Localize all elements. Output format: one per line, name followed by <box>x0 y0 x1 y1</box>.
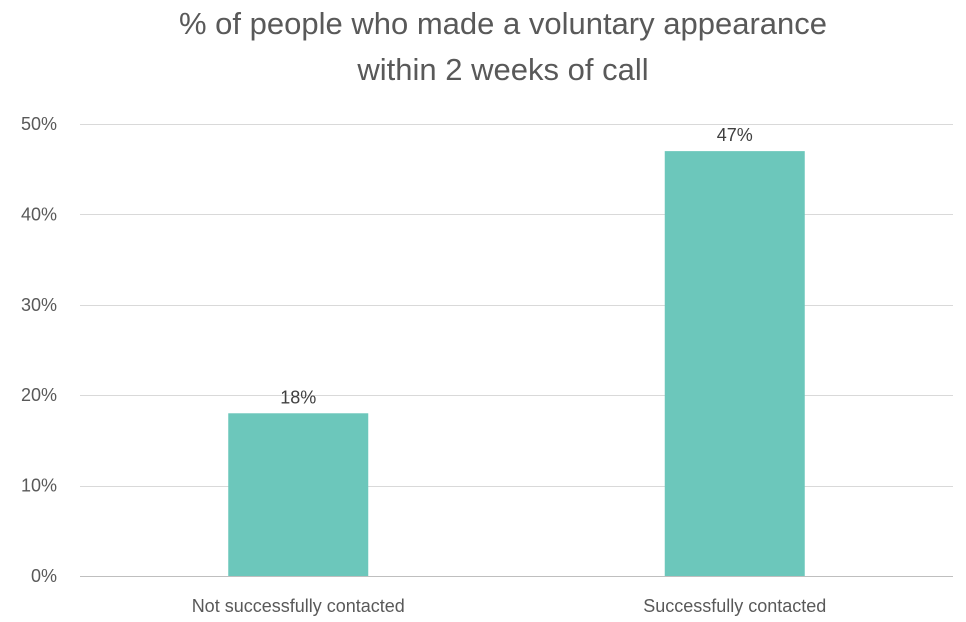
y-tick-label: 50% <box>21 114 57 134</box>
chart-title-line-1: % of people who made a voluntary appeara… <box>179 6 827 41</box>
x-tick-label: Not successfully contacted <box>192 596 405 616</box>
bar <box>664 151 805 576</box>
bar <box>228 413 369 576</box>
chart-title: % of people who made a voluntary appeara… <box>179 6 827 87</box>
y-tick-label: 30% <box>21 295 57 315</box>
x-axis-tick-labels: Not successfully contacted Successfully c… <box>192 596 827 616</box>
y-tick-label: 20% <box>21 385 57 405</box>
bar-value-label: 47% <box>717 125 753 145</box>
data-labels: 18% 47% <box>280 125 753 407</box>
x-tick-label: Successfully contacted <box>643 596 826 616</box>
bars <box>228 151 805 576</box>
gridlines <box>80 124 953 577</box>
y-tick-label: 10% <box>21 476 57 496</box>
y-tick-label: 0% <box>31 566 57 586</box>
y-tick-label: 40% <box>21 204 57 224</box>
bar-value-label: 18% <box>280 387 316 407</box>
y-axis-tick-labels: 0% 10% 20% 30% 40% 50% <box>21 114 57 586</box>
chart-title-line-2: within 2 weeks of call <box>356 52 648 87</box>
